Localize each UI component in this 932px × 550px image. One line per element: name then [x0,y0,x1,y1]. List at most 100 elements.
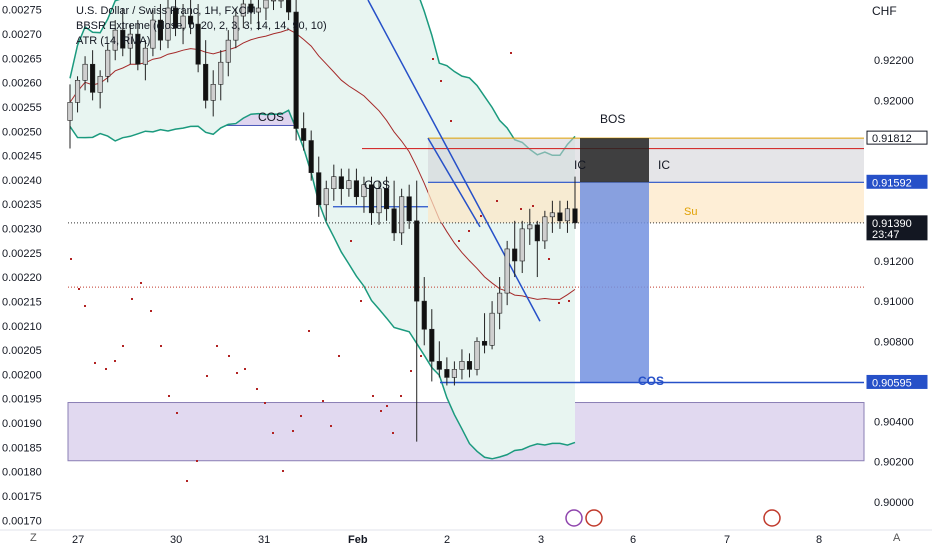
left-axis-tick: 0.00270 [2,29,42,41]
atr-dot [338,355,340,357]
atr-dot [330,425,332,427]
candle-body [210,84,216,101]
candle-body [512,248,518,262]
candle-body [225,39,231,63]
candle-body [376,188,382,214]
left-axis-tick: 0.00205 [2,345,42,357]
right-axis-tick: 0.90400 [874,417,914,429]
candle-body [542,216,548,242]
atr-dot [458,240,460,242]
candle-body [338,176,344,190]
atr-dot [78,288,80,290]
label-cos-left: COS [258,110,284,124]
atr-dot [548,258,550,260]
price-label: 0.91390 [872,218,912,230]
candle-body [474,340,480,370]
left-axis-tick: 0.00200 [2,369,42,381]
candle-body [444,369,450,378]
bollinger-basis [69,28,576,300]
candle-body [346,180,352,190]
right-axis-tick: 0.90000 [874,497,914,509]
candle-body [557,212,563,222]
candle-body [399,196,405,234]
price-label: 0.91812 [872,133,912,145]
left-axis-tick: 0.00210 [2,321,42,333]
price-label-box [866,130,928,145]
left-axis-tick: 0.00215 [2,296,42,308]
candle-body [323,188,329,206]
candle-body [180,15,186,29]
bollinger-fill [70,0,575,459]
candle-body [549,212,555,218]
candle-body [301,128,307,141]
left-axis-tick: 0.00240 [2,175,42,187]
candle-body [534,224,540,242]
trendline-down [367,0,541,322]
left-axis-bg [0,0,68,550]
price-label: 0.90595 [872,377,912,389]
atr-dot [510,52,512,54]
left-axis-tick: 0.00245 [2,151,42,163]
atr-dot [114,360,116,362]
auto-scale-button[interactable]: A [893,532,901,544]
trendline-short [427,137,481,228]
price-label: 0.91592 [872,177,912,189]
atr-dot [272,432,274,434]
chart-legend: U.S. Dollar / Swiss Franc, 1H, FXCM BBSR… [76,4,327,49]
x-axis-tick: 8 [816,534,822,546]
atr-dot [206,375,208,377]
candle-body [142,47,148,65]
candle-body [286,0,292,13]
candle-body [263,0,269,9]
atr-dot [386,405,388,407]
left-axis-tick: 0.00180 [2,467,42,479]
atr-dot [440,80,442,82]
atr-dot [176,412,178,414]
atr-dot [140,282,142,284]
candle-body [293,11,299,129]
indicator-bbsr[interactable]: BBSR Extreme (close, 0, 20, 2, 3, 3, 14,… [76,20,327,32]
candle-body [248,3,254,13]
right-axis-tick: 0.90800 [874,336,914,348]
price-label-box [866,215,928,241]
x-axis-bg [0,530,932,550]
candle-body [519,228,525,262]
atr-dot [94,362,96,364]
atr-dot [70,258,72,260]
candle-body [278,0,284,2]
candle-body [391,208,397,234]
candle-body [240,3,246,17]
timezone-button[interactable]: Z [30,532,37,544]
atr-dot [168,395,170,397]
x-axis-tick: 6 [630,534,636,546]
candle-body [368,184,375,214]
atr-dot [196,460,198,462]
atr-dot [228,355,230,357]
left-axis-tick: 0.00190 [2,418,42,430]
event-icon [585,509,603,527]
atr-dot [150,310,152,312]
atr-dot [84,305,86,307]
bollinger-upper [69,0,576,157]
candle-body [331,176,337,190]
price-label-box [866,374,928,389]
atr-dot [350,240,352,242]
left-axis-tick: 0.00265 [2,53,42,65]
symbol-title[interactable]: U.S. Dollar / Swiss Franc, 1H, FXCM [76,5,256,17]
atr-dot [568,300,570,302]
currency-label: CHF [872,4,897,18]
right-axis-tick: 0.92200 [874,55,914,67]
candle-body [74,80,81,103]
candle-body [127,33,133,49]
candle-body [308,140,314,173]
right-axis-tick: 0.90200 [874,457,914,469]
x-axis-tick: 7 [724,534,730,546]
candle-body [361,184,367,198]
candle-body [316,172,322,206]
right-axis-tick: 0.91000 [874,296,914,308]
indicator-atr[interactable]: ATR (14, RMA) [76,35,151,47]
bos-box [580,138,649,183]
label-su: Su [684,206,697,218]
candle-body [172,7,179,29]
